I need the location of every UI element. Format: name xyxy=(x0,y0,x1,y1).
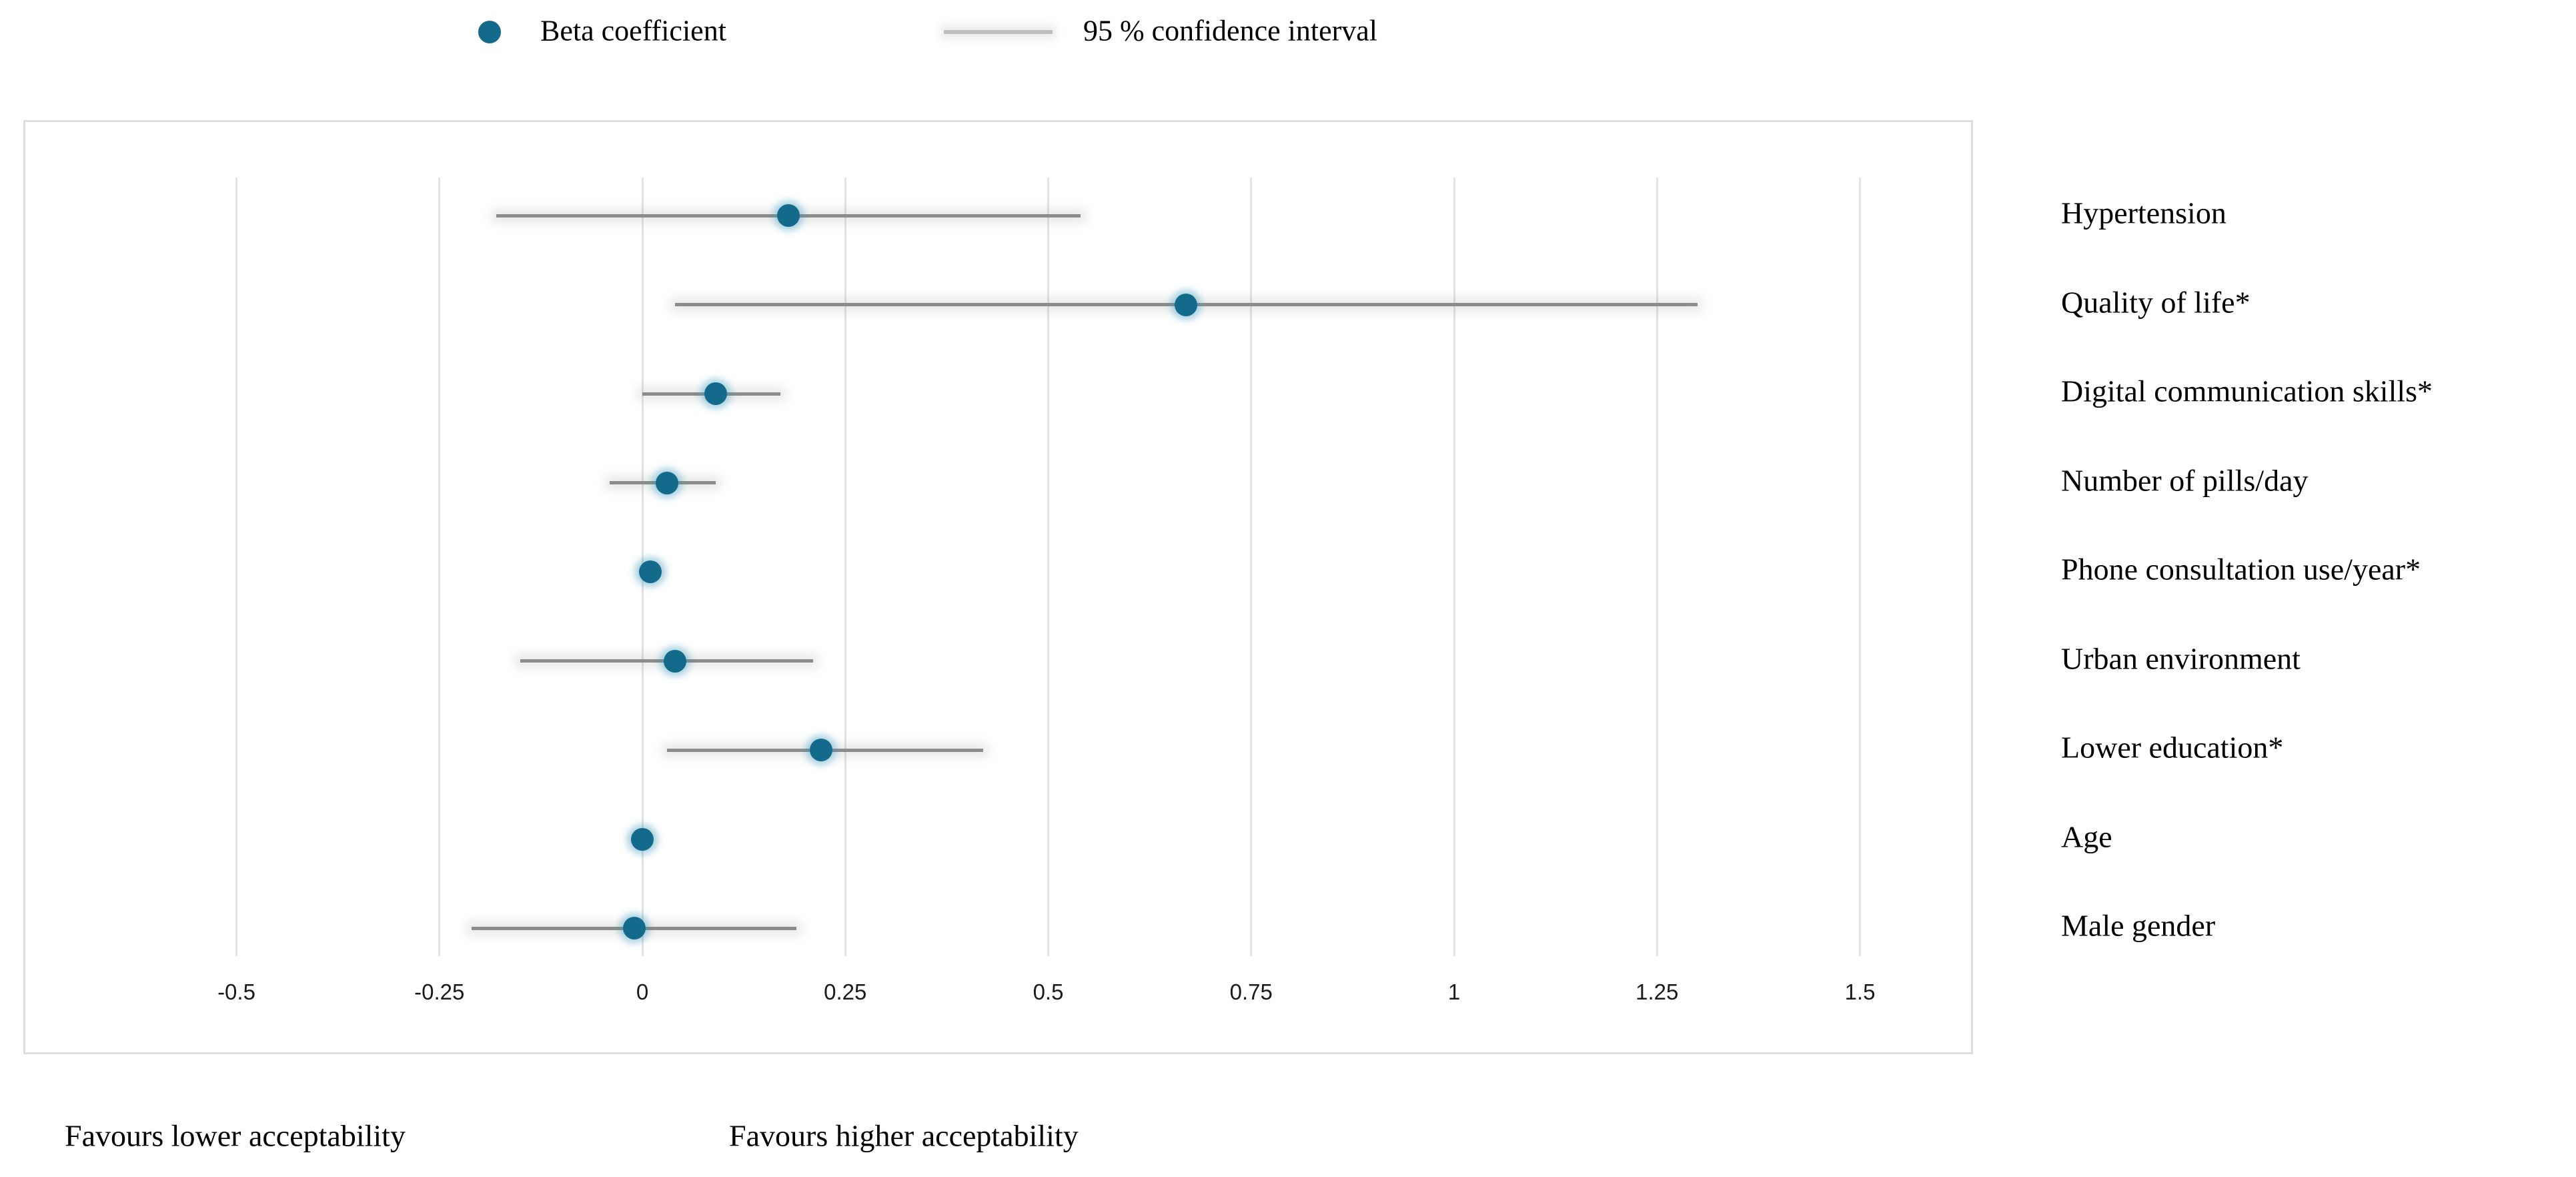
x-gridline xyxy=(235,177,237,956)
x-gridline xyxy=(1859,177,1861,956)
x-tick-label: 0 xyxy=(636,979,649,1004)
category-label: Phone consultation use/year* xyxy=(2061,552,2421,586)
x-tick-label: 0.5 xyxy=(1033,979,1064,1004)
x-gridline xyxy=(844,177,846,956)
x-tick-label: 1 xyxy=(1447,979,1461,1004)
x-gridline xyxy=(1453,177,1455,956)
x-tick-label: 1.5 xyxy=(1844,979,1876,1004)
x-gridline xyxy=(1250,177,1253,956)
beta-coefficient-dot xyxy=(631,827,654,851)
category-label: Digital communication skills* xyxy=(2061,374,2433,408)
beta-coefficient-dot xyxy=(663,649,686,673)
beta-coefficient-dot xyxy=(809,739,832,761)
caption-favours-higher: Favours higher acceptability xyxy=(729,1118,1079,1153)
x-gridline xyxy=(1047,177,1049,956)
x-gridline xyxy=(438,177,441,956)
category-label: Age xyxy=(2061,819,2112,853)
legend-dot-marker-icon xyxy=(478,21,501,43)
caption-favours-lower: Favours lower acceptability xyxy=(65,1118,406,1153)
category-label: Number of pills/day xyxy=(2061,462,2309,497)
x-tick-label: -0.25 xyxy=(414,979,465,1004)
x-gridline xyxy=(1656,177,1658,956)
beta-coefficient-dot xyxy=(639,560,662,583)
beta-coefficient-dot xyxy=(622,917,646,939)
legend-label-confidence-interval: 95 % confidence interval xyxy=(1083,14,1378,47)
legend-line-marker-icon xyxy=(944,30,1053,34)
x-tick-label: -0.5 xyxy=(217,979,255,1004)
category-label: Urban environment xyxy=(2061,641,2301,675)
x-tick-label: 0.25 xyxy=(824,979,867,1004)
beta-coefficient-dot xyxy=(777,204,800,227)
category-label: Quality of life* xyxy=(2061,284,2250,319)
x-tick-label: 1.25 xyxy=(1636,979,1679,1004)
beta-coefficient-dot xyxy=(655,471,678,494)
x-tick-label: 0.75 xyxy=(1229,979,1273,1004)
plot-area: -0.5 -0.25 0 0.25 0.5 0.75 1 1.25 1.5 xyxy=(23,120,1973,1054)
category-label: Hypertension xyxy=(2061,195,2226,230)
category-label: Lower education* xyxy=(2061,730,2284,765)
beta-coefficient-dot xyxy=(704,382,727,405)
legend-label-beta-coefficient: Beta coefficient xyxy=(540,14,726,47)
beta-coefficient-dot xyxy=(1175,293,1198,316)
category-label: Male gender xyxy=(2061,908,2216,943)
